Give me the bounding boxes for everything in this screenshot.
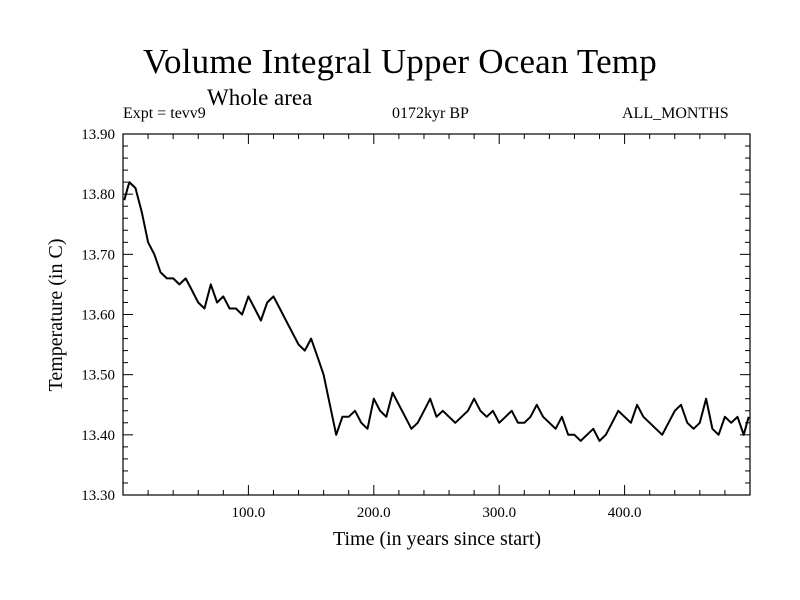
y-tick-label: 13.90 xyxy=(81,127,115,143)
y-axis-label: Temperature (in C) xyxy=(45,239,67,392)
x-tick-label: 200.0 xyxy=(357,505,391,521)
x-tick-label: 100.0 xyxy=(232,505,266,521)
months-label: ALL_MONTHS xyxy=(622,105,729,122)
chart-subtitle: Whole area xyxy=(207,85,313,110)
x-tick-label: 300.0 xyxy=(482,505,516,521)
temperature-series-line xyxy=(123,181,750,442)
x-tick-label: 400.0 xyxy=(608,505,642,521)
axis-tick-labels: 100.0 200.0 300.0 400.0 13.30 13.40 13.50 13.60… xyxy=(81,127,641,521)
y-tick-label: 13.60 xyxy=(81,308,115,324)
x-axis-label: Time (in years since start) xyxy=(333,528,541,550)
plot-frame xyxy=(122,133,751,496)
chart-title: Volume Integral Upper Ocean Temp xyxy=(143,42,657,81)
axis-ticks xyxy=(122,133,751,496)
y-tick-label: 13.50 xyxy=(81,368,115,384)
y-tick-label: 13.70 xyxy=(81,247,115,263)
experiment-label: Expt = tevv9 xyxy=(123,105,206,122)
y-tick-label: 13.80 xyxy=(81,187,115,203)
y-tick-label: 13.30 xyxy=(81,488,115,504)
period-label: 0172kyr BP xyxy=(392,105,469,122)
y-tick-label: 13.40 xyxy=(81,428,115,444)
